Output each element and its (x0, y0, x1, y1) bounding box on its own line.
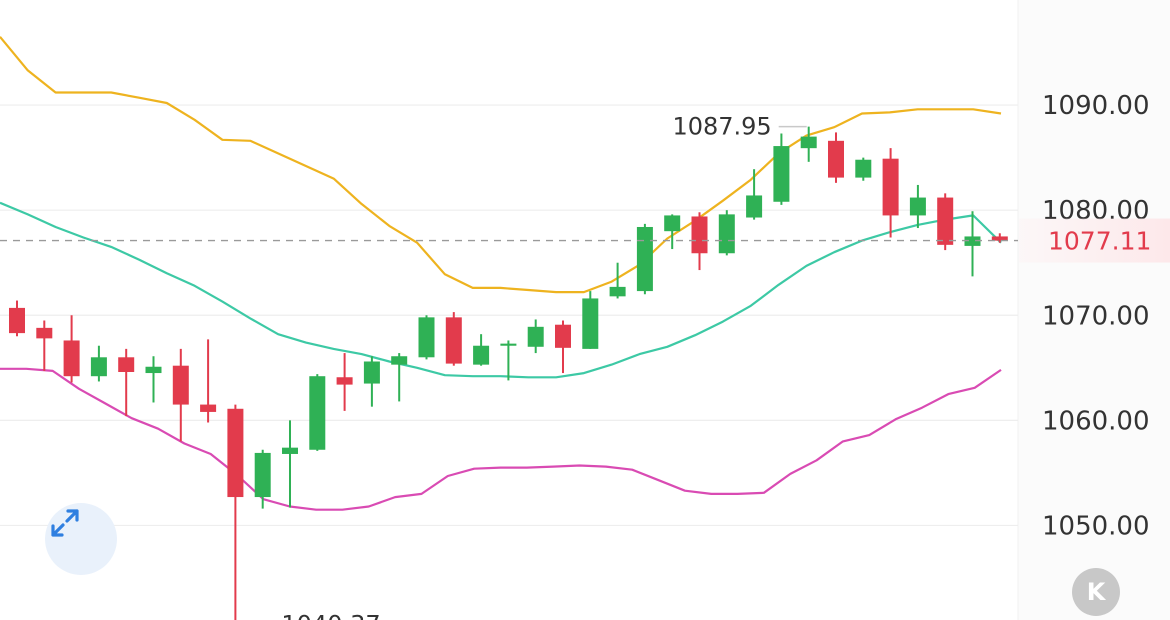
candle-body (336, 377, 353, 385)
annotations: 1077.11 1087.95 1040.37 (0, 113, 1170, 620)
candle-body (90, 357, 107, 377)
candle-body (718, 214, 735, 254)
candle-body (445, 317, 462, 364)
candle[interactable] (609, 262, 626, 299)
candle-body (636, 226, 653, 292)
candle-body (828, 140, 844, 178)
candle-body (937, 197, 954, 245)
candle-body (555, 324, 571, 348)
candle[interactable] (527, 319, 544, 354)
candle[interactable] (90, 345, 107, 382)
candle-body (200, 404, 217, 412)
candle[interactable] (363, 356, 380, 407)
candle[interactable] (746, 169, 763, 220)
candle-body (63, 340, 80, 377)
candle[interactable] (909, 184, 926, 229)
y-tick-label: 1050.00 (1042, 511, 1150, 541)
kline-button[interactable]: K (1072, 568, 1120, 616)
candle-body (909, 197, 926, 216)
candle[interactable] (309, 374, 326, 451)
candle[interactable] (118, 348, 135, 417)
candle[interactable] (9, 300, 25, 337)
min-label: 1040.37 (281, 611, 380, 620)
band-line-2 (0, 367, 1002, 511)
candle-body (746, 195, 763, 218)
candle-body (363, 361, 380, 384)
current-price-label: 1077.11 (1048, 227, 1151, 256)
candle-body (282, 447, 298, 454)
candle-body (36, 327, 53, 339)
candle-body (118, 357, 135, 372)
axis-panel (1018, 0, 1170, 620)
candle[interactable] (555, 320, 571, 374)
candle-body (691, 216, 708, 254)
candle[interactable] (391, 353, 408, 402)
expand-icon (51, 509, 79, 537)
band-line-1 (0, 201, 1002, 379)
candle[interactable] (937, 193, 954, 251)
candle[interactable] (172, 348, 189, 442)
candle[interactable] (63, 315, 80, 383)
candle[interactable] (773, 133, 790, 205)
candle-body (172, 365, 189, 405)
candle[interactable] (664, 214, 681, 250)
candle-body (145, 366, 162, 374)
candle[interactable] (718, 210, 735, 256)
candle[interactable] (254, 449, 271, 509)
candle-body (418, 317, 435, 358)
candle[interactable] (882, 148, 899, 238)
candle[interactable] (200, 339, 217, 423)
y-tick-label: 1060.00 (1042, 406, 1150, 436)
candle[interactable] (964, 211, 981, 277)
candle[interactable] (582, 291, 599, 349)
candle[interactable] (227, 404, 244, 620)
candle-body (309, 376, 326, 450)
candle-body (664, 215, 681, 232)
candle-body (964, 236, 981, 246)
candle-body (582, 298, 599, 349)
candle-body (991, 236, 1008, 241)
candle-body (9, 307, 25, 334)
candle-body (227, 408, 244, 498)
current-price-tag (1019, 218, 1170, 263)
candle-body (800, 136, 817, 149)
candle[interactable] (282, 420, 298, 508)
candle[interactable] (828, 132, 844, 183)
candle-body (527, 326, 544, 347)
k-letter-icon: K (1086, 578, 1106, 606)
candle-body (473, 345, 490, 365)
candle[interactable] (800, 126, 817, 162)
y-tick-label: 1090.00 (1042, 91, 1150, 121)
candle-body (855, 159, 872, 178)
max-label: 1087.95 (672, 113, 771, 141)
candle-body (254, 452, 271, 498)
candle-body (500, 343, 517, 346)
indicator-bands (0, 36, 1002, 511)
candle[interactable] (691, 212, 708, 271)
candle[interactable] (145, 356, 162, 403)
candles (9, 126, 1008, 620)
candle[interactable] (36, 320, 53, 371)
candle[interactable] (991, 233, 1008, 243)
candle[interactable] (636, 223, 653, 295)
candle-body (882, 158, 899, 216)
candle[interactable] (855, 157, 872, 181)
candle-body (773, 146, 790, 202)
candle[interactable] (500, 340, 517, 381)
candle[interactable] (473, 334, 490, 366)
candle[interactable] (445, 312, 462, 366)
band-line-0 (0, 36, 1002, 294)
y-tick-label: 1070.00 (1042, 301, 1150, 331)
candle[interactable] (418, 315, 435, 360)
candle-body (391, 356, 408, 365)
candle[interactable] (336, 353, 353, 411)
expand-button[interactable] (45, 503, 117, 575)
candle-body (609, 286, 626, 297)
